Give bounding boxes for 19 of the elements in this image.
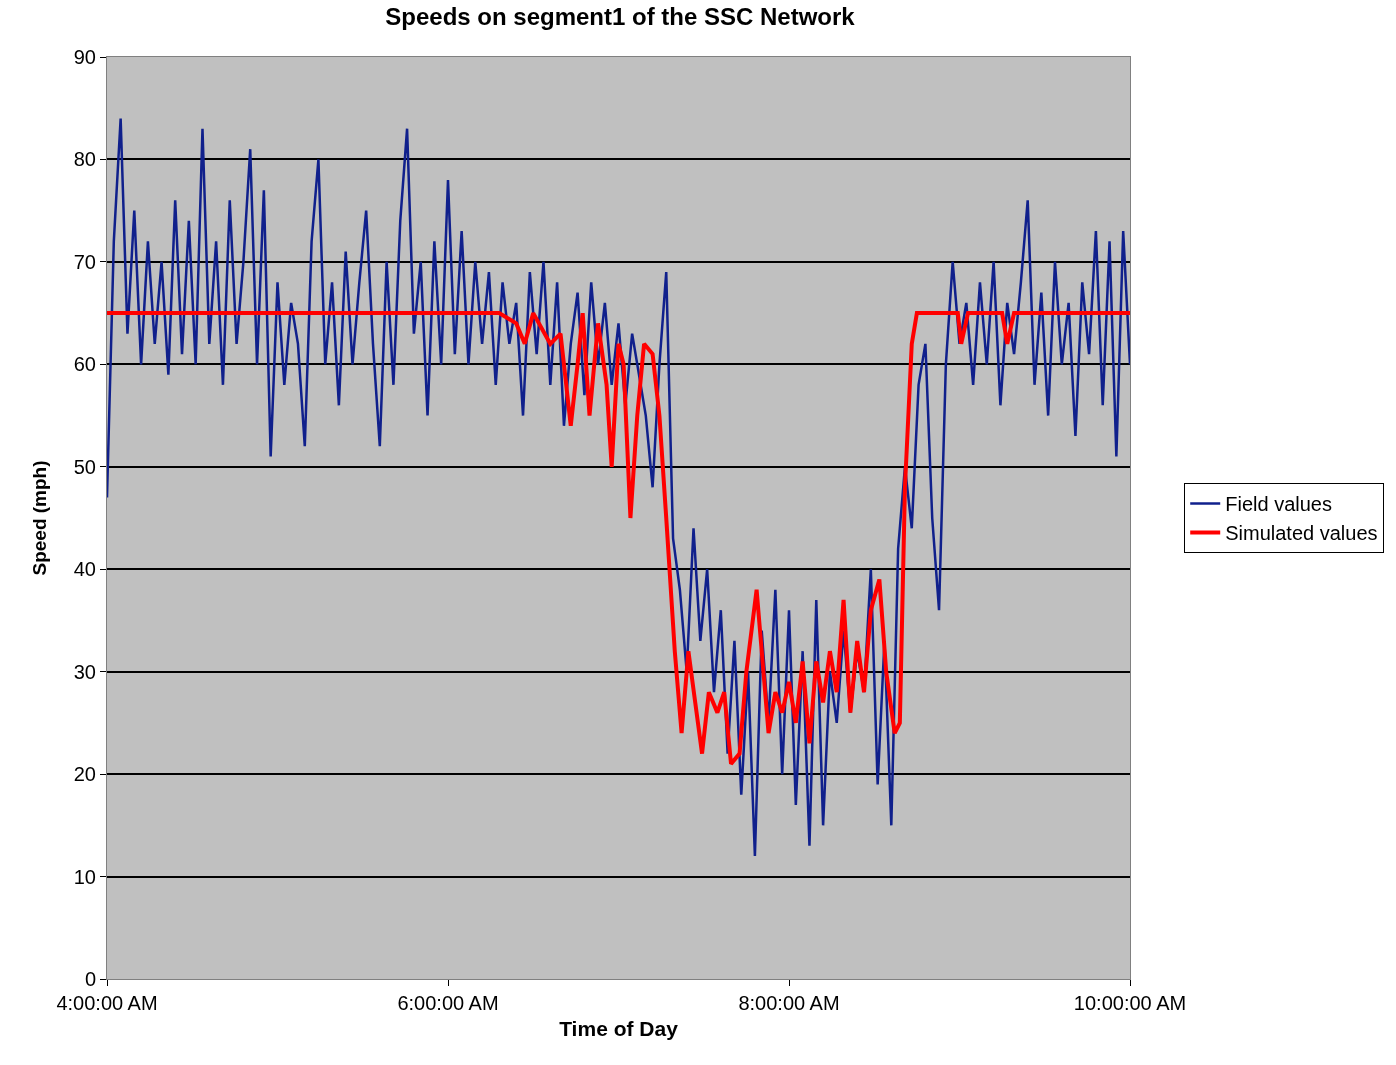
y-tick-label: 80 — [73, 148, 96, 171]
legend-label: Simulated values — [1225, 522, 1378, 545]
y-axis-title: Speed (mph) — [28, 460, 50, 576]
y-tick-label: 0 — [84, 968, 96, 990]
y-tick-label: 60 — [73, 353, 96, 376]
x-tick-label: 8:00:00 AM — [738, 992, 840, 1014]
y-tick-label: 10 — [73, 865, 96, 888]
x-tick-label: 6:00:00 AM — [397, 992, 499, 1014]
legend-label: Field values — [1225, 493, 1332, 516]
x-axis-title: Time of Day — [559, 1017, 679, 1041]
y-tick-label: 30 — [73, 660, 96, 683]
y-tick-label: 90 — [73, 46, 96, 68]
chart-title: Speeds on segment1 of the SSC Network — [385, 2, 856, 30]
x-tick-label: 10:00:00 AM — [1073, 992, 1187, 1014]
y-tick-label: 40 — [73, 558, 96, 581]
y-tick-label: 20 — [73, 763, 96, 786]
y-tick-label: 70 — [73, 250, 96, 273]
y-tick-label: 50 — [73, 455, 96, 478]
x-tick-label: 4:00:00 AM — [56, 992, 158, 1014]
